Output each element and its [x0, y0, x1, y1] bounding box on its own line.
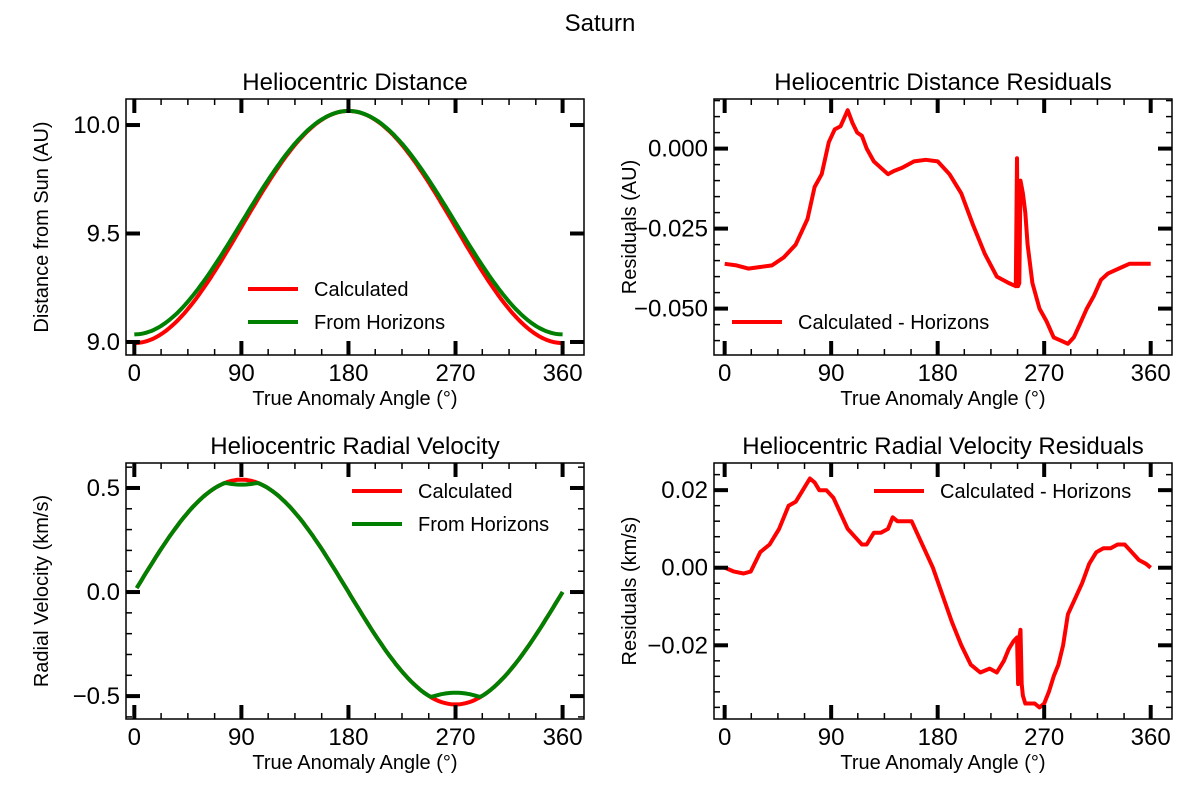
plot-frame: [125, 98, 585, 356]
plot-frame: [125, 462, 585, 720]
series-line-1: [723, 476, 1152, 710]
legend: Calculated - Horizons: [874, 481, 1131, 503]
x-tick-label: 360: [1131, 360, 1171, 387]
chart-panel-1: Heliocentric Distance 0 90 180 270 360 9.0 9.5 1…: [31, 69, 585, 410]
x-axis-label: True Anomaly Angle (°): [252, 388, 457, 410]
chart-panel-4: Heliocentric Radial Velocity Residuals 0 9…: [619, 433, 1173, 774]
x-tick-label: 0: [718, 360, 731, 387]
x-tick-label: 270: [1024, 724, 1064, 751]
y-tick-label: 0.5: [87, 475, 120, 502]
y-tick-label: 0.00: [661, 555, 708, 582]
legend-label: Calculated: [314, 279, 409, 301]
x-tick-label: 0: [128, 360, 141, 387]
legend-label: From Horizons: [418, 514, 549, 536]
y-tick-label: 0.000: [648, 136, 708, 163]
legend-label: From Horizons: [314, 312, 445, 334]
y-tick-label: 0.02: [661, 477, 708, 504]
x-tick-label: 180: [328, 360, 368, 387]
legend-label: Calculated: [418, 481, 513, 503]
x-tick-label: 0: [718, 724, 731, 751]
x-tick-label: 0: [128, 724, 141, 751]
y-tick-label: 9.0: [87, 329, 120, 356]
y-axis-label: Radial Velocity (km/s): [31, 495, 53, 687]
y-tick-label: 9.5: [87, 221, 120, 248]
y-tick-label: −0.025: [634, 216, 708, 243]
x-axis-label: True Anomaly Angle (°): [252, 752, 457, 774]
x-tick-label: 360: [543, 360, 583, 387]
plot-frame: [713, 462, 1173, 720]
y-tick-label: 10.0: [73, 112, 120, 139]
legend: Calculated - Horizons: [732, 312, 989, 334]
x-tick-label: 270: [435, 360, 475, 387]
chart-panel-3: Heliocentric Radial Velocity 0 90 180 270 360…: [31, 433, 585, 774]
x-tick-label: 90: [228, 360, 255, 387]
x-tick-label: 180: [328, 724, 368, 751]
series-line-1: [134, 108, 563, 346]
x-tick-label: 180: [918, 360, 958, 387]
x-tick-label: 270: [1024, 360, 1064, 387]
y-axis-label: Residuals (AU): [619, 160, 641, 294]
x-tick-label: 360: [543, 724, 583, 751]
x-tick-label: 270: [435, 724, 475, 751]
x-axis-label: True Anomaly Angle (°): [840, 388, 1045, 410]
y-tick-label: −0.5: [73, 683, 120, 710]
legend: Calculated From Horizons: [248, 279, 445, 334]
chart-title: Heliocentric Distance: [242, 69, 467, 96]
legend: Calculated From Horizons: [352, 481, 549, 536]
x-axis-label: True Anomaly Angle (°): [840, 752, 1045, 774]
chart-title: Heliocentric Radial Velocity Residuals: [742, 433, 1144, 460]
legend-label: Calculated - Horizons: [940, 481, 1131, 503]
y-tick-label: −0.050: [634, 296, 708, 323]
chart-panel-2: Heliocentric Distance Residuals 0 90 180 270…: [619, 69, 1173, 410]
chart-title: Heliocentric Radial Velocity: [210, 433, 499, 460]
legend-label: Calculated - Horizons: [798, 312, 989, 334]
series-line-2: [134, 481, 565, 699]
x-tick-label: 90: [818, 360, 845, 387]
x-tick-label: 180: [918, 724, 958, 751]
x-tick-label: 360: [1131, 724, 1171, 751]
y-tick-label: 0.0: [87, 579, 120, 606]
series-line-1: [724, 108, 1151, 346]
y-tick-label: −0.02: [647, 632, 708, 659]
y-axis-label: Distance from Sun (AU): [31, 121, 53, 332]
x-tick-label: 90: [228, 724, 255, 751]
x-tick-label: 90: [818, 724, 845, 751]
figure-title: Saturn: [564, 10, 636, 37]
y-axis-label: Residuals (km/s): [619, 517, 641, 666]
chart-title: Heliocentric Distance Residuals: [774, 69, 1111, 96]
